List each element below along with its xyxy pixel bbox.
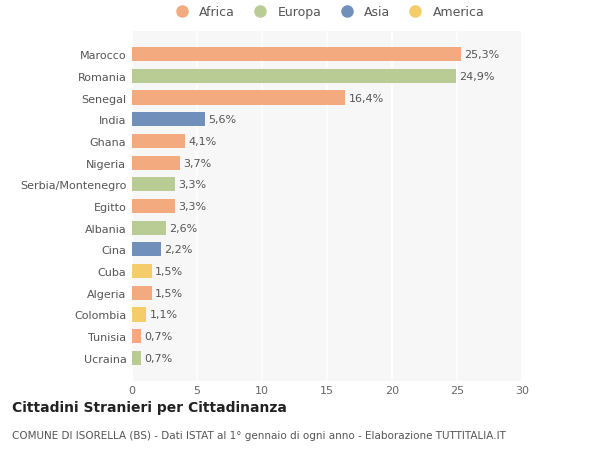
Text: 0,7%: 0,7% [145,353,173,363]
Bar [132,156,180,170]
Text: COMUNE DI ISORELLA (BS) - Dati ISTAT al 1° gennaio di ogni anno - Elaborazione T: COMUNE DI ISORELLA (BS) - Dati ISTAT al … [12,431,506,440]
Text: 25,3%: 25,3% [464,50,499,60]
Text: 3,7%: 3,7% [184,158,212,168]
Bar [132,351,141,365]
Text: 2,2%: 2,2% [164,245,192,255]
Bar [132,330,141,343]
Bar [132,308,146,322]
Text: Cittadini Stranieri per Cittadinanza: Cittadini Stranieri per Cittadinanza [12,400,287,414]
Bar [132,221,166,235]
Text: 2,6%: 2,6% [169,223,197,233]
Text: 1,5%: 1,5% [155,288,183,298]
Bar [132,91,345,106]
Bar [132,70,456,84]
Text: 4,1%: 4,1% [188,137,217,146]
Bar [132,286,151,300]
Bar [132,200,175,213]
Bar [132,113,205,127]
Legend: Africa, Europa, Asia, America: Africa, Europa, Asia, America [169,6,485,19]
Text: 24,9%: 24,9% [459,72,494,82]
Bar [132,48,461,62]
Text: 1,1%: 1,1% [149,310,178,320]
Bar [132,178,175,192]
Text: 5,6%: 5,6% [208,115,236,125]
Bar [132,264,151,279]
Text: 1,5%: 1,5% [155,267,183,276]
Text: 3,3%: 3,3% [178,202,206,212]
Text: 0,7%: 0,7% [145,331,173,341]
Text: 16,4%: 16,4% [349,93,384,103]
Text: 3,3%: 3,3% [178,180,206,190]
Bar [132,243,161,257]
Bar [132,134,185,149]
